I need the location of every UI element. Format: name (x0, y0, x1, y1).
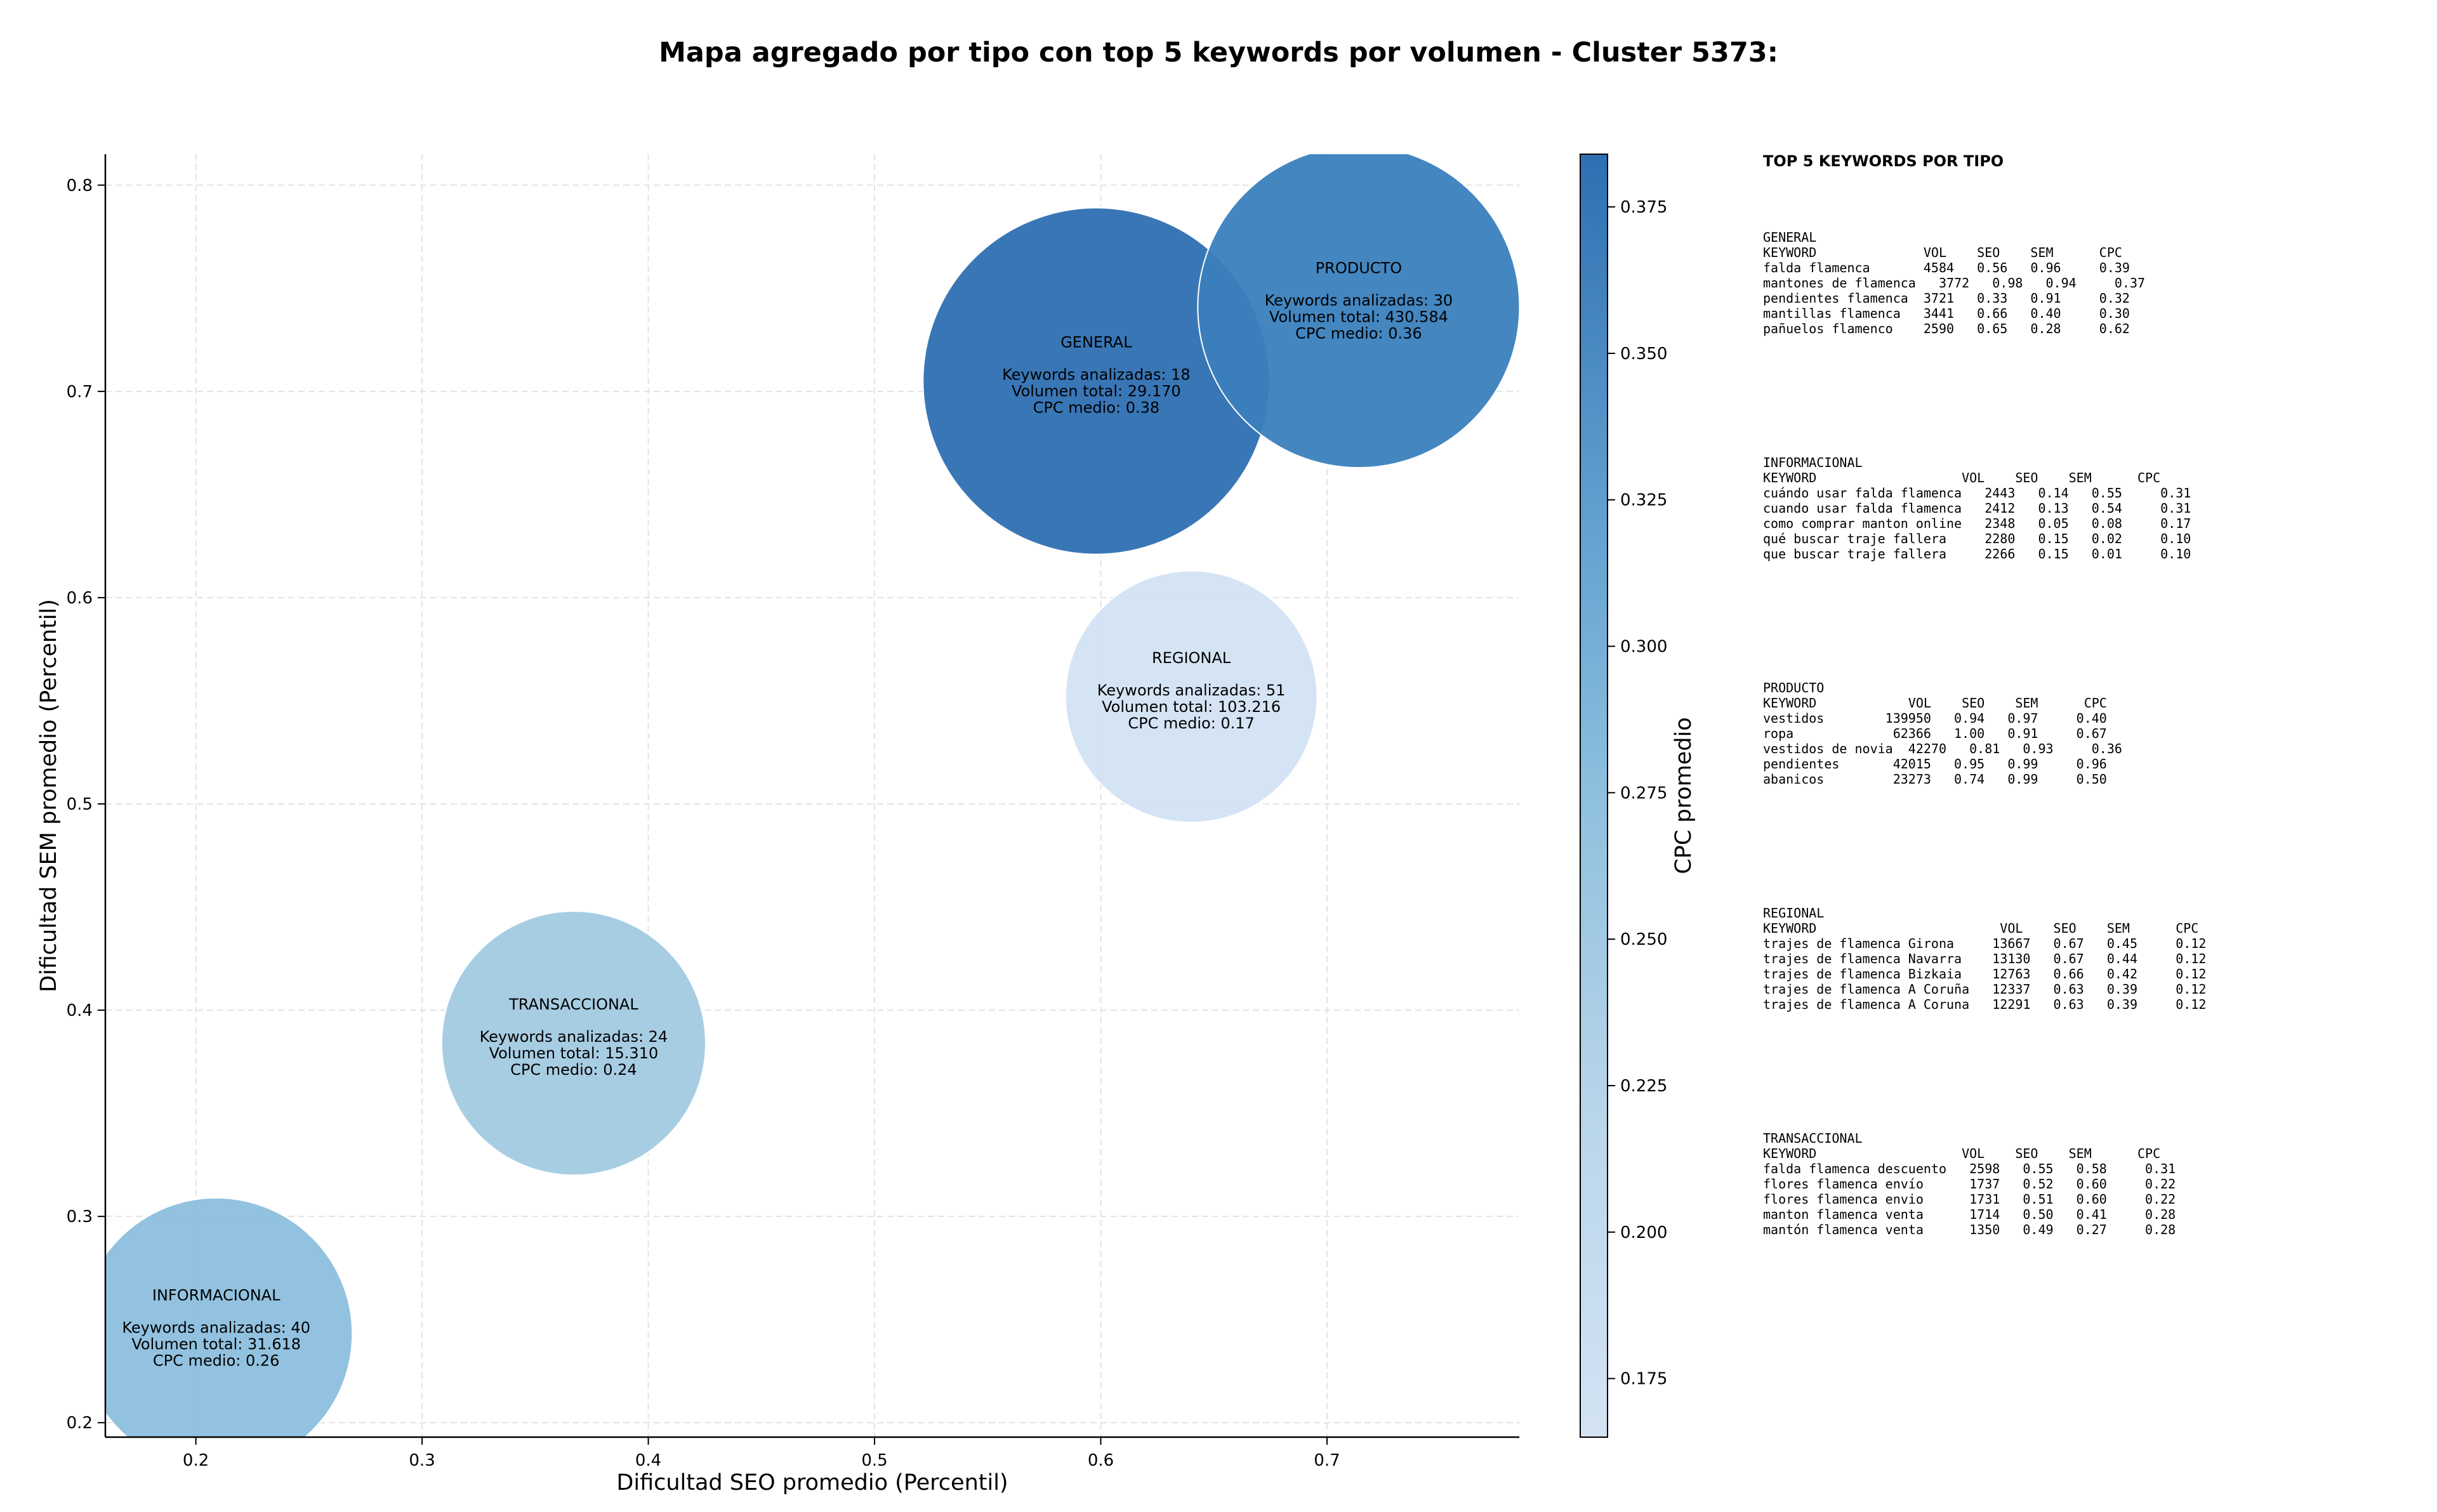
x-ticks: 0.2 0.3 0.4 0.5 0.6 0.7 (183, 1437, 1340, 1470)
group-title: REGIONAL (1763, 905, 1824, 921)
bubble-keywords-label: Keywords analizadas: 51 (1097, 681, 1286, 699)
side-panel-heading: TOP 5 KEYWORDS POR TIPO (1763, 152, 2004, 170)
colorbar-ticks: 0.175 0.200 0.225 0.250 0.275 0.300 0.325 0.350… (1608, 198, 1667, 1389)
bubble-cpc-label: CPC medio: 0.17 (1128, 714, 1255, 732)
bubble-producto (1197, 154, 1519, 469)
bubble-type-label: GENERAL (1060, 334, 1132, 352)
bubble-volume-label: Volumen total: 31.618 (131, 1335, 301, 1353)
bubble-keywords-label: Keywords analizadas: 24 (480, 1028, 668, 1046)
y-tick-label: 0.6 (67, 589, 93, 608)
keyword-row: trajes de flamenca A Coruna 12291 0.63 0… (1763, 997, 2206, 1012)
colorbar-tick-label: 0.375 (1620, 198, 1667, 217)
y-tick-label: 0.5 (67, 795, 93, 814)
keyword-row: trajes de flamenca Navarra 13130 0.67 0.… (1763, 951, 2206, 966)
group-table-header: KEYWORD VOL SEO SEM CPC (1763, 695, 2107, 711)
bubble-transaccional (440, 910, 706, 1176)
keyword-row: flores flamenca envio 1731 0.51 0.60 0.2… (1763, 1192, 2176, 1207)
bubble-cpc-label: CPC medio: 0.24 (510, 1061, 637, 1079)
bubble-volume-label: Volumen total: 29.170 (1012, 383, 1181, 400)
y-tick-label: 0.8 (67, 176, 93, 195)
bubble-volume-label: Volumen total: 103.216 (1102, 698, 1281, 716)
y-axis-label: Dificultad SEM promedio (Percentil) (36, 599, 62, 992)
colorbar-tick-label: 0.300 (1620, 638, 1667, 657)
bubble-cpc-label: CPC medio: 0.38 (1033, 399, 1160, 417)
bubble-type-label: REGIONAL (1152, 649, 1231, 667)
keyword-row: que buscar traje fallera 2266 0.15 0.01 … (1763, 546, 2191, 562)
chart-title: Mapa agregado por tipo con top 5 keyword… (659, 37, 1778, 69)
keyword-row: mantones de flamenca 3772 0.98 0.94 0.37 (1763, 275, 2145, 291)
group-title: GENERAL (1763, 230, 1816, 245)
keyword-row: pendientes flamenca 3721 0.33 0.91 0.32 (1763, 291, 2130, 306)
keyword-row: vestidos de novia 42270 0.81 0.93 0.36 (1763, 741, 2122, 756)
x-tick-label: 0.5 (861, 1451, 887, 1470)
bubble-volume-label: Volumen total: 15.310 (489, 1044, 659, 1062)
group-title: PRODUCTO (1763, 680, 1824, 695)
keyword-row: ropa 62366 1.00 0.91 0.67 (1763, 726, 2107, 741)
colorbar-tick-label: 0.200 (1620, 1223, 1667, 1242)
keyword-row: vestidos 139950 0.94 0.97 0.40 (1763, 711, 2107, 726)
bubble-keywords-label: Keywords analizadas: 40 (122, 1318, 310, 1336)
bubble-volume-label: Volumen total: 430.584 (1269, 308, 1448, 326)
bubble-keywords-label: Keywords analizadas: 18 (1002, 366, 1191, 384)
keyword-row: mantón flamenca venta 1350 0.49 0.27 0.2… (1763, 1222, 2176, 1237)
keyword-row: trajes de flamenca A Coruña 12337 0.63 0… (1763, 982, 2206, 997)
colorbar-tick-label: 0.250 (1620, 930, 1667, 949)
bubble-informacional (105, 1197, 353, 1437)
bubble-cpc-label: CPC medio: 0.36 (1295, 325, 1422, 343)
colorbar-label: CPC promedio (1671, 717, 1696, 874)
keyword-row: trajes de flamenca Girona 13667 0.67 0.4… (1763, 936, 2206, 951)
y-tick-label: 0.7 (67, 383, 93, 402)
y-tick-label: 0.4 (67, 1001, 93, 1020)
group-title: INFORMACIONAL (1763, 455, 1863, 470)
keyword-row: falda flamenca 4584 0.56 0.96 0.39 (1763, 260, 2130, 275)
keyword-row: cuando usar falda flamenca 2412 0.13 0.5… (1763, 501, 2191, 516)
group-table-header: KEYWORD VOL SEO SEM CPC (1763, 470, 2160, 485)
x-tick-label: 0.6 (1088, 1451, 1114, 1470)
keyword-row: pañuelos flamenco 2590 0.65 0.28 0.62 (1763, 321, 2130, 336)
colorbar-tick-label: 0.325 (1620, 491, 1667, 510)
x-tick-label: 0.2 (183, 1451, 209, 1470)
colorbar-tick-label: 0.350 (1620, 345, 1667, 364)
keyword-row: cuándo usar falda flamenca 2443 0.14 0.5… (1763, 485, 2191, 501)
keyword-row: abanicos 23273 0.74 0.99 0.50 (1763, 772, 2107, 787)
colorbar (1580, 154, 1608, 1438)
x-axis-label: Dificultad SEO promedio (Percentil) (616, 1470, 1008, 1496)
bubble-type-label: INFORMACIONAL (152, 1286, 281, 1304)
group-table-header: KEYWORD VOL SEO SEM CPC (1763, 245, 2122, 260)
keyword-row: falda flamenca descuento 2598 0.55 0.58 … (1763, 1161, 2176, 1176)
bubble-keywords-label: Keywords analizadas: 30 (1265, 292, 1453, 310)
group-table-header: KEYWORD VOL SEO SEM CPC (1763, 921, 2198, 936)
x-tick-label: 0.7 (1314, 1451, 1340, 1470)
group-table-header: KEYWORD VOL SEO SEM CPC (1763, 1146, 2160, 1161)
colorbar-tick-label: 0.175 (1620, 1370, 1667, 1389)
group-title: TRANSACCIONAL (1763, 1131, 1863, 1146)
x-tick-label: 0.4 (635, 1451, 661, 1470)
colorbar-tick-label: 0.225 (1620, 1077, 1667, 1096)
keyword-row: trajes de flamenca Bizkaia 12763 0.66 0.… (1763, 966, 2206, 982)
keyword-row: pendientes 42015 0.95 0.99 0.96 (1763, 756, 2107, 772)
keyword-row: flores flamenca envío 1737 0.52 0.60 0.2… (1763, 1176, 2176, 1192)
bubble-regional (1064, 570, 1318, 824)
bubbles-layer (105, 154, 1519, 1437)
keyword-row: qué buscar traje fallera 2280 0.15 0.02 … (1763, 531, 2191, 546)
bubble-type-label: TRANSACCIONAL (508, 996, 638, 1013)
x-tick-label: 0.3 (409, 1451, 435, 1470)
colorbar-tick-label: 0.275 (1620, 784, 1667, 803)
y-ticks: 0.2 0.3 0.4 0.5 0.6 0.7 0.8 (67, 176, 105, 1433)
y-tick-label: 0.2 (67, 1414, 93, 1433)
keyword-row: mantillas flamenca 3441 0.66 0.40 0.30 (1763, 306, 2130, 321)
bubble-cpc-label: CPC medio: 0.26 (153, 1351, 280, 1369)
bubble-type-label: PRODUCTO (1316, 260, 1402, 277)
y-tick-label: 0.3 (67, 1207, 93, 1226)
keyword-row: como comprar manton online 2348 0.05 0.0… (1763, 516, 2191, 531)
keyword-row: manton flamenca venta 1714 0.50 0.41 0.2… (1763, 1207, 2176, 1222)
